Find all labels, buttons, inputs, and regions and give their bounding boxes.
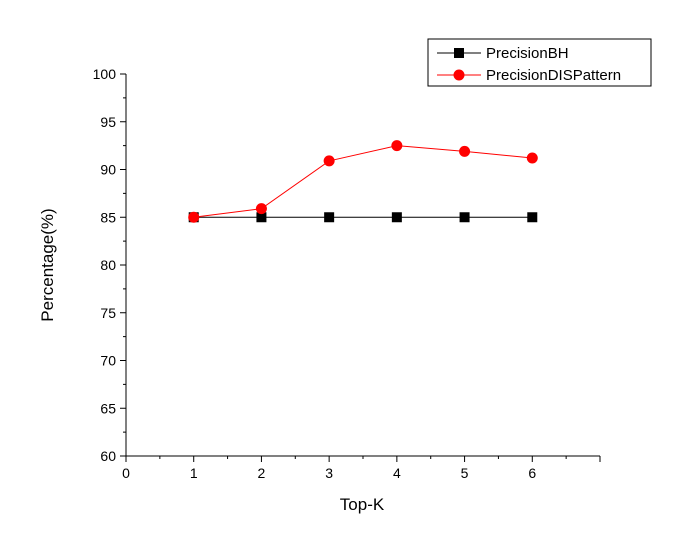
y-axis-ticks: 60 65 70 75 80 85 90 95 100 xyxy=(93,66,126,464)
x-tick-label: 3 xyxy=(325,465,333,481)
y-axis-title: Percentage(%) xyxy=(38,208,57,321)
y-tick-label: 80 xyxy=(100,257,116,273)
x-axis-ticks: 0 1 2 3 4 5 6 xyxy=(122,456,601,481)
y-tick-label: 100 xyxy=(93,66,117,82)
legend-marker-precisiondispattern xyxy=(453,69,465,81)
x-tick-label: 4 xyxy=(393,465,401,481)
data-point-precisiondispattern xyxy=(188,211,200,223)
x-tick-label: 1 xyxy=(190,465,198,481)
x-tick-label: 0 xyxy=(122,465,130,481)
series-layer xyxy=(188,140,538,223)
data-point-precisionbh xyxy=(256,212,267,223)
data-point-precisionbh xyxy=(391,212,402,223)
legend: PrecisionBH PrecisionDISPattern xyxy=(427,38,652,87)
y-tick-label: 75 xyxy=(100,305,116,321)
legend-box xyxy=(427,38,652,87)
legend-label-precisiondispattern: PrecisionDISPattern xyxy=(486,67,621,84)
data-point-precisionbh xyxy=(459,212,470,223)
data-point-precisiondispattern xyxy=(323,155,335,167)
series-precisiondispattern xyxy=(188,140,538,223)
x-tick-label: 6 xyxy=(528,465,536,481)
data-point-precisiondispattern xyxy=(526,152,538,164)
data-point-precisionbh xyxy=(527,212,538,223)
y-tick-label: 65 xyxy=(100,400,116,416)
legend-marker-precisionbh xyxy=(454,48,464,58)
data-point-precisiondispattern xyxy=(459,145,471,157)
series-precisionbh xyxy=(188,212,538,223)
data-point-precisionbh xyxy=(324,212,335,223)
y-tick-label: 60 xyxy=(100,448,116,464)
y-tick-label: 70 xyxy=(100,353,116,369)
series-line-precisiondispattern xyxy=(193,145,533,218)
y-tick-label: 95 xyxy=(100,114,116,130)
data-point-precisiondispattern xyxy=(255,203,267,215)
y-tick-label: 85 xyxy=(100,209,116,225)
data-point-precisiondispattern xyxy=(391,140,403,152)
x-tick-label: 5 xyxy=(461,465,469,481)
x-tick-label: 2 xyxy=(258,465,266,481)
axes-frame xyxy=(125,74,600,457)
y-tick-label: 90 xyxy=(100,162,116,178)
x-axis-title: Top-K xyxy=(340,495,385,514)
legend-label-precisionbh: PrecisionBH xyxy=(486,45,569,62)
